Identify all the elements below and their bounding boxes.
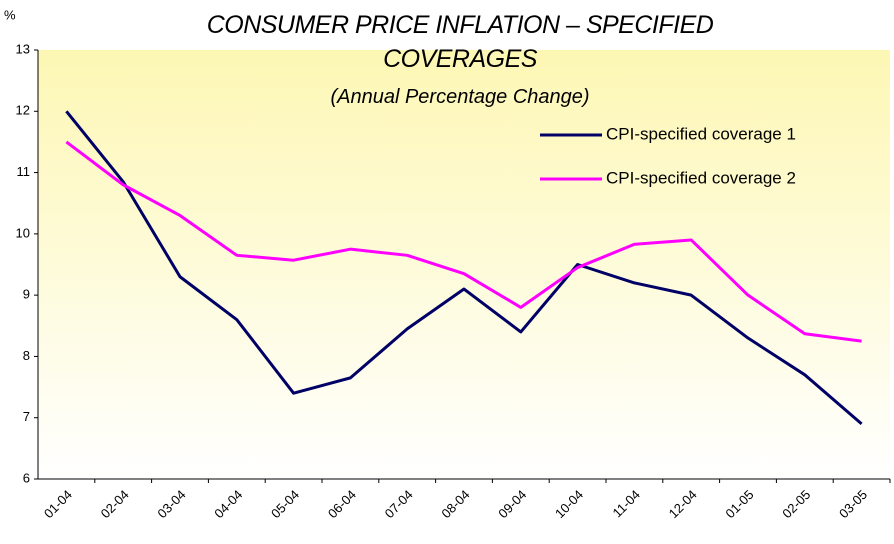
x-tick-label: 12-04: [666, 487, 700, 521]
y-tick-label: 12: [16, 103, 30, 118]
chart-title: CONSUMER PRICE INFLATION – SPECIFIED COV…: [206, 11, 714, 73]
x-tick-label: 03-04: [154, 487, 188, 521]
y-tick-label: 6: [23, 470, 30, 485]
legend-label: CPI-specified coverage 1: [606, 124, 796, 143]
y-tick-label: 11: [17, 164, 31, 179]
legend-label: CPI-specified coverage 2: [606, 168, 796, 187]
x-tick-label: 05-04: [268, 487, 302, 521]
x-tick-label: 07-04: [382, 487, 416, 521]
x-tick-label: 11-04: [610, 487, 643, 520]
x-tick-label: 09-04: [495, 487, 529, 521]
y-tick-label: 9: [23, 287, 30, 302]
x-tick-label: 03-05: [836, 487, 870, 521]
x-tick-label: 04-04: [211, 487, 245, 521]
y-tick-label: 10: [16, 225, 30, 240]
x-tick-label: 06-04: [325, 487, 359, 521]
line-series: [65, 140, 862, 343]
x-tick-label: 02-05: [779, 487, 813, 521]
y-tick-label: 8: [23, 348, 30, 363]
x-tick-label: 10-04: [552, 487, 586, 521]
x-tick-label: 01-05: [722, 487, 756, 521]
chart-subtitle: (Annual Percentage Change): [330, 86, 590, 108]
x-tick-label: 02-04: [98, 487, 132, 521]
line-series: [65, 110, 863, 425]
y-tick-label: 13: [16, 41, 30, 56]
x-tick-label: 08-04: [438, 487, 472, 521]
y-tick-label: 7: [23, 409, 30, 424]
y-axis-label: %: [4, 7, 16, 22]
x-tick-label: 01-04: [41, 487, 75, 521]
plot-background: [38, 50, 890, 479]
